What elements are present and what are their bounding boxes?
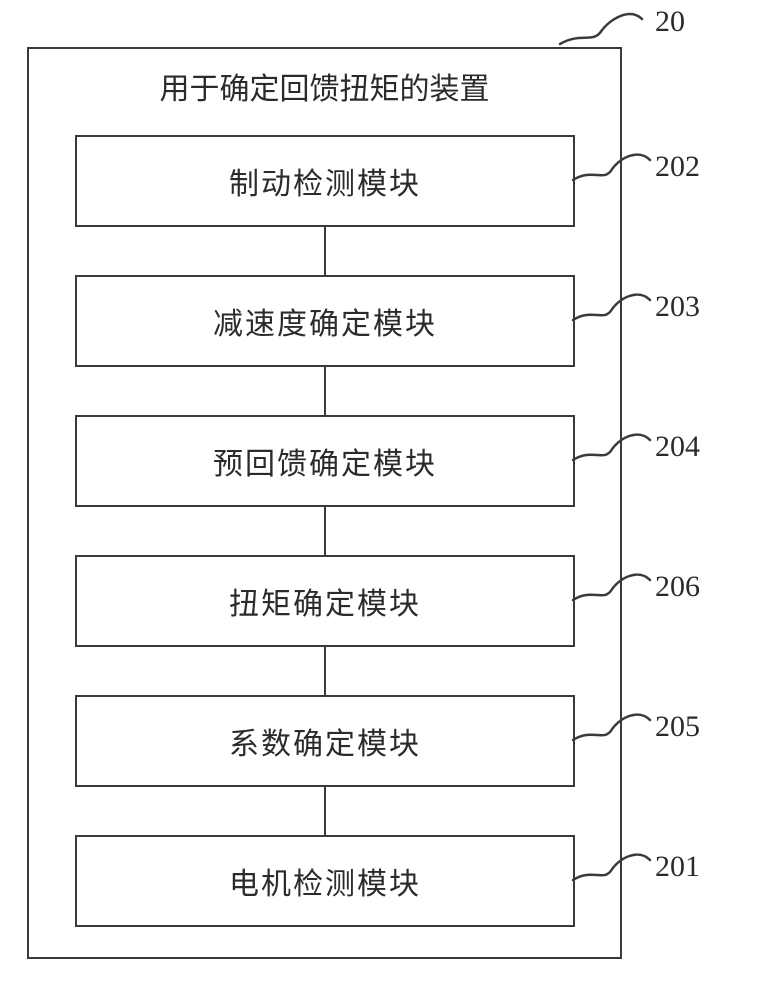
module-decel-determine: 减速度确定模块 <box>75 275 575 367</box>
module-label: 系数确定模块 <box>229 719 421 763</box>
module-brake-detect: 制动检测模块 <box>75 135 575 227</box>
outer-title: 用于确定回馈扭矩的装置 <box>29 64 620 108</box>
module-label: 制动检测模块 <box>229 159 421 203</box>
connector <box>324 787 326 835</box>
module-label: 扭矩确定模块 <box>229 579 421 623</box>
module-prefb-determine: 预回馈确定模块 <box>75 415 575 507</box>
outer-callout-label: 20 <box>655 5 685 39</box>
diagram-canvas: 用于确定回馈扭矩的装置 20 制动检测模块 202 减速度确定模块 203 预回馈确定模块 2… <box>0 0 767 1000</box>
module-callout-label: 202 <box>655 150 700 184</box>
module-callout-label: 204 <box>655 430 700 464</box>
module-label: 预回馈确定模块 <box>213 439 437 483</box>
module-motor-detect: 电机检测模块 <box>75 835 575 927</box>
connector <box>324 227 326 275</box>
module-label: 减速度确定模块 <box>213 299 437 343</box>
module-callout-label: 206 <box>655 570 700 604</box>
connector <box>324 647 326 695</box>
module-callout-label: 203 <box>655 290 700 324</box>
module-torque-determine: 扭矩确定模块 <box>75 555 575 647</box>
module-callout-label: 201 <box>655 850 700 884</box>
module-callout-label: 205 <box>655 710 700 744</box>
module-label: 电机检测模块 <box>229 859 421 903</box>
connector <box>324 507 326 555</box>
connector <box>324 367 326 415</box>
module-coeff-determine: 系数确定模块 <box>75 695 575 787</box>
